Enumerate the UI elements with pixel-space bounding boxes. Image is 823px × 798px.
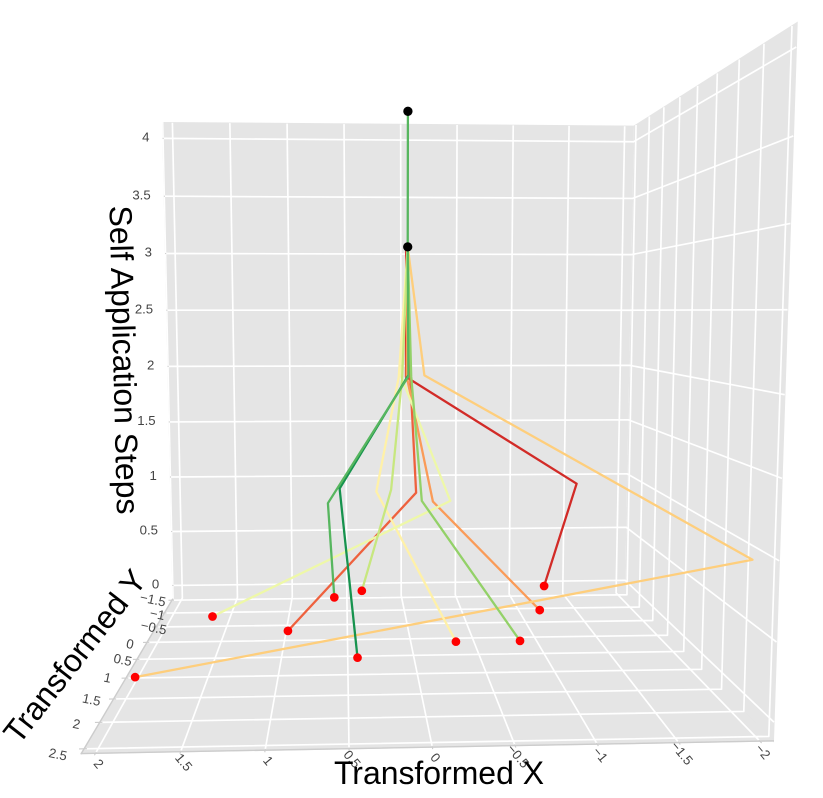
svg-text:2: 2 xyxy=(147,357,154,372)
svg-text:−0.5: −0.5 xyxy=(139,617,168,637)
svg-text:0: 0 xyxy=(152,577,159,592)
svg-text:2.5: 2.5 xyxy=(135,301,153,316)
svg-text:−1: −1 xyxy=(590,744,611,765)
svg-text:−1.5: −1.5 xyxy=(139,589,168,609)
svg-text:0.5: 0.5 xyxy=(112,651,133,669)
svg-text:1.5: 1.5 xyxy=(81,690,102,708)
svg-text:1: 1 xyxy=(102,670,112,686)
svg-text:2: 2 xyxy=(71,716,81,732)
svg-text:3.5: 3.5 xyxy=(132,187,150,202)
svg-text:−1: −1 xyxy=(149,605,167,623)
svg-text:1: 1 xyxy=(149,468,156,483)
svg-text:4: 4 xyxy=(142,129,149,144)
svg-text:0: 0 xyxy=(125,636,135,652)
svg-text:2.5: 2.5 xyxy=(47,745,68,763)
svg-text:Transformed X: Transformed X xyxy=(334,755,544,791)
svg-text:0.5: 0.5 xyxy=(140,523,158,538)
svg-text:3: 3 xyxy=(145,245,152,260)
svg-text:1.5: 1.5 xyxy=(137,413,155,428)
svg-text:Self Application Steps: Self Application Steps xyxy=(102,205,146,515)
svg-text:−2: −2 xyxy=(752,741,773,762)
